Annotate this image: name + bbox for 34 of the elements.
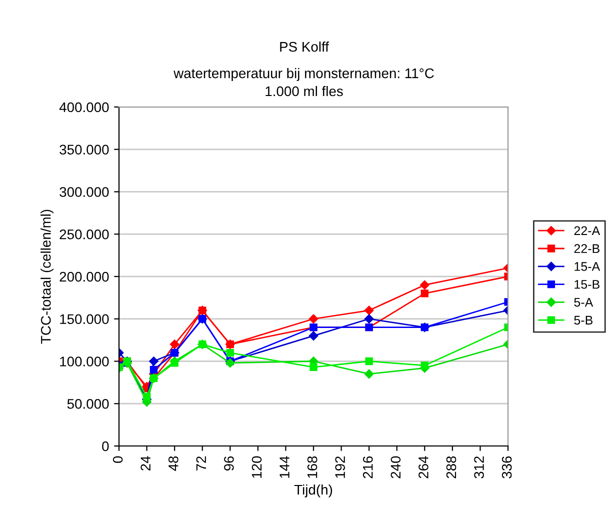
x-tick-label: 288: [446, 456, 456, 478]
chart-title: PS Kolff: [280, 42, 329, 52]
legend-label: 15-B: [574, 280, 600, 289]
x-tick-label: 264: [418, 456, 428, 478]
y-tick-label: 350.000: [60, 144, 109, 155]
legend-label: 5-B: [574, 316, 592, 325]
x-tick-label: 144: [280, 456, 290, 478]
legend-label: 15-A: [574, 262, 600, 271]
y-tick-label: 400.000: [59, 102, 109, 112]
x-tick-label: 96: [224, 456, 234, 471]
y-tick-label: 50.000: [67, 398, 109, 409]
x-tick-label: 24: [140, 456, 150, 470]
legend-label: 22-B: [574, 244, 600, 253]
y-tick-label: 0: [102, 441, 109, 452]
x-tick-label: 168: [307, 456, 318, 478]
x-tick-label: 120: [252, 456, 262, 478]
x-tick-label: 192: [335, 456, 346, 478]
y-tick-label: 100.000: [60, 356, 109, 366]
y-tick-label: 200.000: [60, 272, 109, 282]
x-axis-title: Tijd(h): [294, 484, 332, 498]
y-tick-label: 150.000: [60, 314, 109, 324]
y-tick-label: 250.000: [60, 229, 109, 240]
y-tick-label: 300.000: [60, 187, 109, 197]
legend-label: 5-A: [574, 298, 594, 307]
x-tick-label: 72: [196, 456, 206, 470]
y-axis-title: TCC-totaal (cellen/ml): [40, 210, 54, 344]
chart-subtitle: watertemperatuur bij monsternamen: 11°C 1.000 ml fles: [174, 68, 434, 96]
x-tick-label: 48: [168, 456, 178, 471]
x-tick-label: 312: [474, 456, 484, 478]
x-tick-label: 0: [112, 456, 123, 463]
x-tick-label: 336: [502, 456, 512, 478]
legend-label: 22-A: [574, 226, 600, 235]
x-tick-label: 240: [390, 456, 401, 478]
x-tick-label: 216: [362, 456, 373, 478]
